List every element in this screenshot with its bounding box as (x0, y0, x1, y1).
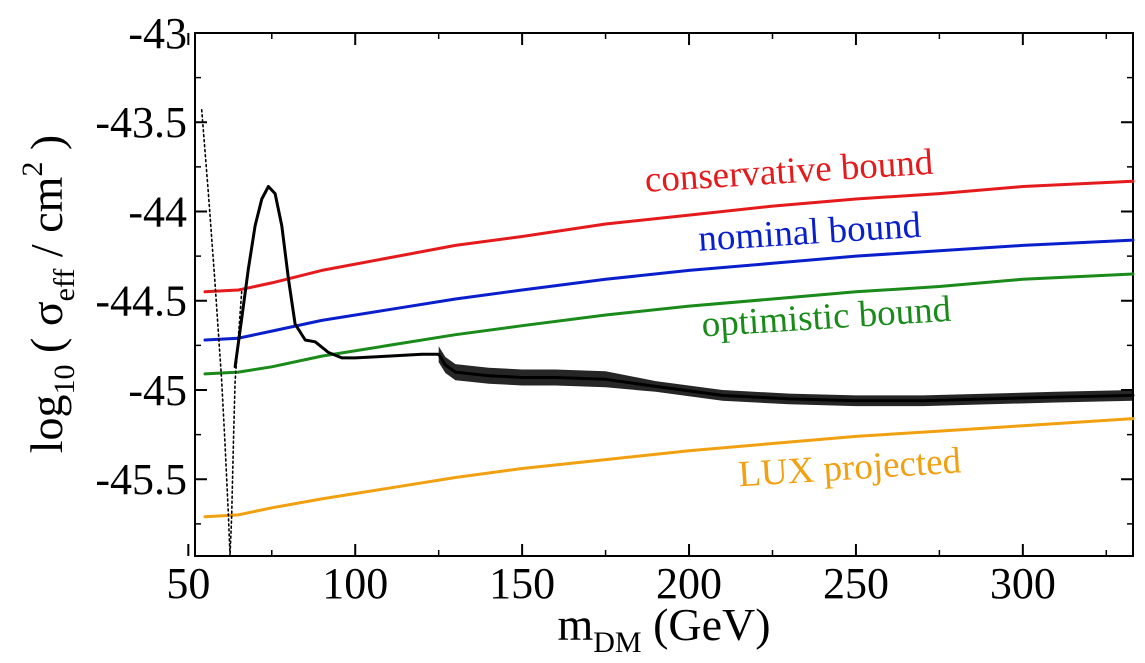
series-layer (200, 109, 1135, 557)
y-axis-title-sigma-sub: eff (48, 269, 81, 302)
series-line-nominal-bound (203, 238, 1135, 342)
axis-ticks (187, 32, 1133, 556)
x-tick-label: 250 (823, 559, 889, 608)
series-line-model-prediction (233, 185, 1135, 403)
series-line-conservative-bound (203, 179, 1135, 294)
y-axis-title-mid: / cm (21, 176, 72, 268)
plot-frame (194, 32, 1134, 557)
x-axis-title-unit: (GeV) (642, 599, 771, 650)
y-tick-label: -44.5 (95, 277, 187, 326)
x-axis-title: mDM (GeV) (557, 599, 770, 659)
x-tick-label: 100 (322, 559, 388, 608)
axis-tick-labels: 50 100 150 200 250 300 -43 -43.5 -44 -44.5 -45 -45.… (95, 9, 1055, 608)
y-tick-label: -45.5 (95, 455, 187, 504)
x-tick-label: 200 (656, 559, 722, 608)
x-tick-label: 150 (489, 559, 555, 608)
annotation-optimistic-bound: optimistic bound (700, 289, 952, 346)
y-axis-title-pre: log (21, 394, 72, 453)
series-line-higgs-resonance (200, 109, 243, 557)
model-scatter-band (438, 346, 1133, 407)
y-axis-title-sub: 10 (48, 364, 81, 394)
series-line-optimistic-bound (203, 272, 1135, 376)
x-axis-title-sub: DM (593, 626, 641, 659)
y-axis-title-open: ( (21, 326, 72, 364)
y-tick-label: -43 (128, 9, 187, 58)
y-tick-label: -43.5 (95, 98, 187, 147)
y-axis-title-sup: 2 (16, 162, 49, 177)
y-axis-title: log10 ( σeff / cm2 ) (16, 135, 81, 453)
x-tick-label: 50 (166, 559, 210, 608)
annotation-nominal-bound: nominal bound (697, 205, 923, 260)
x-axis-title-main: m (557, 599, 593, 650)
y-axis-title-close: ) (21, 135, 72, 162)
annotation-conservative-bound: conservative bound (644, 142, 935, 201)
y-axis-title-sigma: σ (21, 301, 72, 326)
y-tick-label: -45 (128, 366, 187, 415)
x-tick-label: 300 (990, 559, 1056, 608)
annotation-lux-projected: LUX projected (737, 440, 963, 495)
y-tick-label: -44 (128, 187, 187, 236)
series-line-lux-projected (203, 417, 1135, 519)
